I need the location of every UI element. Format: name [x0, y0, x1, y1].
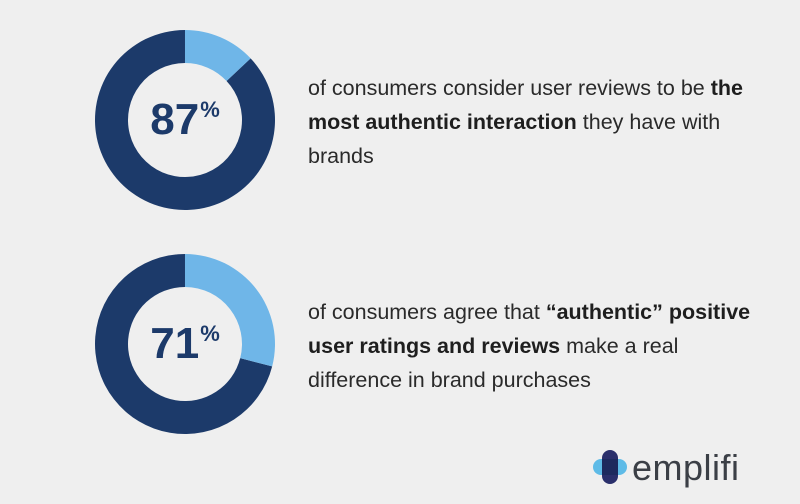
donut-2-value: 71% — [94, 253, 276, 435]
donut-1-slice-remainder — [185, 30, 251, 81]
donut-2-value-number: 71 — [150, 319, 200, 368]
stat-1-text-post: they have with brands — [308, 110, 721, 168]
stat-2-text-bold: “authentic” positive user ratings and re… — [308, 300, 751, 358]
stat-2-text-pre: of consumers agree that — [308, 300, 546, 324]
stat-1-description: of consumers consider user reviews to be… — [308, 71, 778, 173]
donut-svg-2 — [95, 254, 275, 434]
stat-1-text-bold: the most authentic interaction — [308, 76, 743, 134]
emplifi-logo-icon — [593, 450, 627, 484]
emplifi-logo: emplifi — [592, 445, 792, 489]
stat-block-1: 87% of consumers consider user reviews t… — [0, 20, 800, 210]
donut-2-value-unit: % — [200, 321, 220, 346]
donut-2-slice-remainder — [185, 254, 275, 367]
stat-1-text-pre: of consumers consider user reviews to be — [308, 76, 711, 100]
stat-2-text-post: make a real difference in brand purchase… — [308, 334, 679, 392]
donut-2-slice-main — [95, 254, 273, 434]
donut-chart-2: 71% — [94, 253, 276, 435]
emplifi-logo-text: emplifi — [632, 447, 740, 488]
donut-1-value-unit: % — [200, 97, 220, 122]
donut-1-value: 87% — [94, 29, 276, 211]
donut-1-value-number: 87 — [150, 95, 200, 144]
donut-svg-1 — [95, 30, 276, 210]
donut-chart-1: 87% — [94, 29, 276, 211]
stat-block-2: 71% of consumers agree that “authentic” … — [0, 244, 800, 434]
stat-2-description: of consumers agree that “authentic” posi… — [308, 295, 778, 397]
donut-1-slice-main — [95, 30, 276, 210]
